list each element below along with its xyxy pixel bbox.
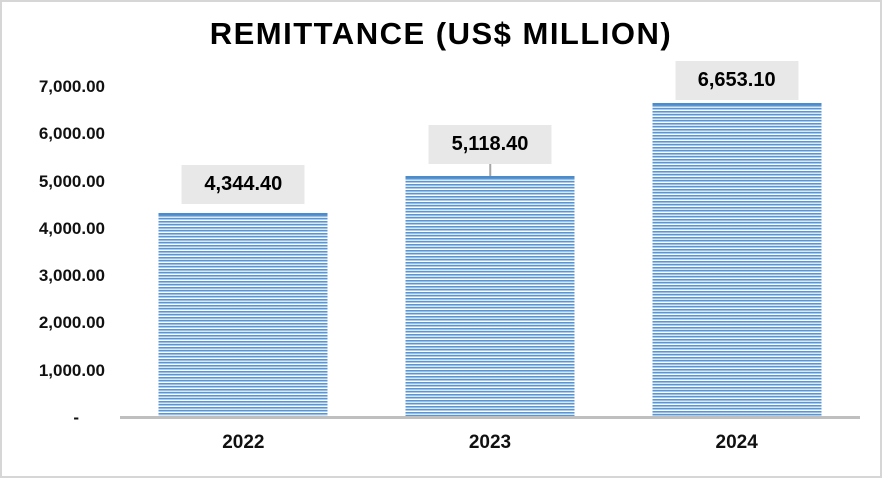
x-axis-label-2023: 2023	[468, 432, 512, 453]
bar-2022[interactable]	[158, 212, 328, 418]
y-tick-label: 2,000.00	[38, 313, 105, 333]
y-axis: 7,000.00 6,000.00 5,000.00 4,000.00 3,000.00…	[2, 77, 105, 427]
y-tick-label: 5,000.00	[38, 171, 105, 191]
y-tick-label: 6,000.00	[38, 124, 105, 144]
value-callout-2023[interactable]: 5,118.40	[428, 124, 552, 164]
y-tick-label: 7,000.00	[38, 77, 105, 96]
x-axis-label-2024: 2024	[715, 432, 758, 453]
y-tick-label: 4,000.00	[38, 218, 105, 238]
y-tick-label: 1,000.00	[38, 360, 105, 380]
bar-group-2023: 5,118.40 2023	[367, 87, 614, 453]
y-tick-label: 3,000.00	[38, 266, 105, 286]
x-axis-line	[120, 416, 860, 419]
value-callout-2022[interactable]: 4,344.40	[181, 164, 305, 204]
bar-2023[interactable]	[405, 175, 575, 418]
callout-leader-line	[489, 163, 491, 176]
value-callout-2024[interactable]: 6,653.10	[675, 61, 799, 101]
bar-group-2022: 4,344.40 2022	[120, 87, 367, 453]
bar-group-2024: 6,653.10 2024	[613, 61, 860, 453]
x-axis-label-2022: 2022	[222, 432, 265, 453]
y-tick-label: -	[73, 408, 79, 427]
bar-2024[interactable]	[652, 103, 822, 418]
plot-area: 4,344.40 2022 5,118.40 2023 6,653.10 2024	[120, 61, 860, 453]
chart-title: REMITTANCE (US$ MILLION)	[209, 16, 673, 51]
